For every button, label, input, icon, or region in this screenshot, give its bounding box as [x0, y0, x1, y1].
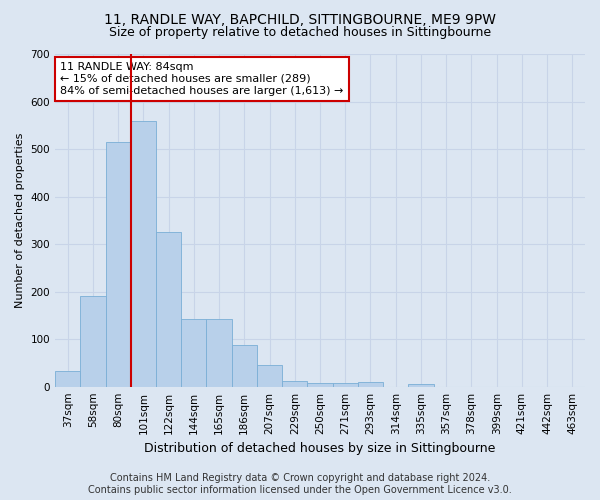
Bar — [232, 345, 257, 387]
Bar — [131, 120, 156, 386]
Bar — [156, 232, 181, 386]
Bar — [307, 384, 332, 386]
Text: Size of property relative to detached houses in Sittingbourne: Size of property relative to detached ho… — [109, 26, 491, 39]
Bar — [181, 318, 206, 386]
Text: 11, RANDLE WAY, BAPCHILD, SITTINGBOURNE, ME9 9PW: 11, RANDLE WAY, BAPCHILD, SITTINGBOURNE,… — [104, 12, 496, 26]
Y-axis label: Number of detached properties: Number of detached properties — [15, 132, 25, 308]
Bar — [55, 371, 80, 386]
X-axis label: Distribution of detached houses by size in Sittingbourne: Distribution of detached houses by size … — [145, 442, 496, 455]
Bar — [206, 318, 232, 386]
Bar — [332, 384, 358, 386]
Bar — [282, 380, 307, 386]
Text: Contains HM Land Registry data © Crown copyright and database right 2024.
Contai: Contains HM Land Registry data © Crown c… — [88, 474, 512, 495]
Bar — [358, 382, 383, 386]
Bar — [409, 384, 434, 386]
Bar — [106, 142, 131, 386]
Bar — [80, 296, 106, 386]
Bar — [257, 365, 282, 386]
Text: 11 RANDLE WAY: 84sqm
← 15% of detached houses are smaller (289)
84% of semi-deta: 11 RANDLE WAY: 84sqm ← 15% of detached h… — [61, 62, 344, 96]
